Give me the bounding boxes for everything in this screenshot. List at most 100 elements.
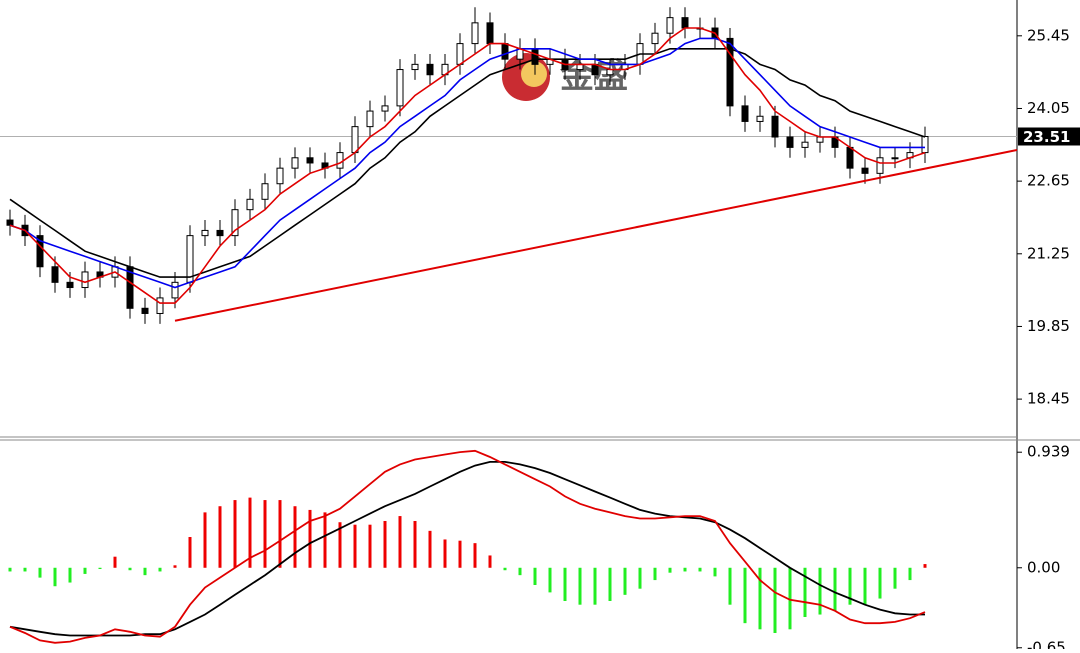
macd-bar <box>428 530 432 568</box>
macd-bar <box>788 567 792 630</box>
macd-bar <box>83 567 87 574</box>
candle-body <box>156 297 164 314</box>
macd-bar <box>713 567 717 577</box>
macd-bar <box>143 567 147 576</box>
watermark-text: 金盛 <box>559 57 628 97</box>
candle-body <box>351 126 359 154</box>
candle-body <box>396 69 404 107</box>
macd-bar <box>818 567 822 615</box>
candle-body <box>336 152 344 169</box>
macd-bar <box>23 567 27 572</box>
y-tick-label: 21.25 <box>1027 244 1070 262</box>
macd-bar <box>308 509 312 568</box>
macd-bar <box>353 524 357 568</box>
y-tick-label: 24.05 <box>1027 99 1070 117</box>
candle-body <box>771 115 779 138</box>
macd-bar <box>38 567 42 578</box>
candle-body <box>801 141 809 148</box>
macd-bar <box>668 567 672 573</box>
macd-bar <box>548 567 552 593</box>
macd-bar <box>743 567 747 624</box>
trendline <box>174 149 1018 322</box>
candle-body <box>486 22 494 45</box>
candle-body <box>681 17 689 29</box>
macd-bar <box>533 567 537 585</box>
indicator-line <box>9 37 925 289</box>
macd-bar <box>98 567 102 569</box>
candle-body <box>471 22 479 45</box>
indicator-line <box>9 449 926 644</box>
candle-body <box>186 235 194 283</box>
candle-body <box>66 281 74 289</box>
macd-bar <box>698 567 702 572</box>
macd-bar <box>368 524 372 568</box>
candle-body <box>726 37 734 107</box>
candle-body <box>51 266 59 283</box>
candle-body <box>606 69 614 76</box>
candle-body <box>201 229 209 237</box>
macd-bar <box>908 567 912 581</box>
candle-body <box>171 281 179 299</box>
candle-body <box>456 43 464 65</box>
y-tick-label: 22.65 <box>1027 172 1070 190</box>
candle-body <box>426 63 434 76</box>
macd-bar <box>563 567 567 601</box>
macd-bar <box>638 567 642 589</box>
macd-bar <box>248 497 252 568</box>
macd-bar <box>203 512 207 568</box>
macd-bar <box>503 567 507 571</box>
candle-body <box>786 136 794 148</box>
macd-bar <box>323 512 327 568</box>
macd-bar <box>773 567 777 633</box>
macd-bar <box>398 516 402 568</box>
candle-body <box>876 157 884 174</box>
candle-body <box>756 115 764 122</box>
y-tick-label: 0.00 <box>1027 558 1060 576</box>
candle-body <box>861 167 869 174</box>
candle-body <box>216 229 224 237</box>
candle-body <box>651 32 659 45</box>
candle-body <box>846 146 854 169</box>
last-price-label: 23.51 <box>1023 128 1070 146</box>
candle-body <box>246 198 254 211</box>
macd-bar <box>8 567 12 572</box>
macd-bar <box>728 567 732 605</box>
y-tick-label: 19.85 <box>1027 317 1070 335</box>
indicator-line <box>9 48 926 278</box>
y-tick-label: 0.939 <box>1027 443 1070 461</box>
macd-bar <box>878 567 882 599</box>
macd-bar <box>923 564 927 568</box>
macd-bar <box>158 567 162 572</box>
candle-body <box>306 157 314 164</box>
y-tick-label: 25.45 <box>1027 26 1070 44</box>
candle-body <box>381 105 389 112</box>
candle-body <box>921 135 929 154</box>
candle-body <box>666 17 674 34</box>
candle-body <box>531 48 539 65</box>
macd-bar <box>488 555 492 568</box>
macd-bar <box>53 567 57 587</box>
macd-bar <box>758 567 762 630</box>
candle-body <box>411 63 419 71</box>
candle-body <box>291 157 299 169</box>
macd-bar <box>578 567 582 605</box>
candle-body <box>36 235 44 268</box>
y-tick-label: 18.45 <box>1027 390 1070 408</box>
candle-body <box>81 271 89 289</box>
macd-bar <box>458 540 462 568</box>
macd-bar <box>173 565 177 568</box>
watermark: 金盛 <box>502 53 628 101</box>
macd-bar <box>623 567 627 595</box>
macd-bar <box>278 500 282 568</box>
macd-bar <box>893 567 897 589</box>
candle-body <box>141 307 149 314</box>
macd-bar <box>383 521 387 568</box>
macd-bar <box>113 556 117 568</box>
indicator-line <box>9 27 926 304</box>
macd-bar <box>473 543 477 568</box>
last-price-box <box>1018 127 1080 146</box>
macd-bar <box>863 567 867 605</box>
macd-bar <box>833 567 837 611</box>
candle-body <box>231 209 239 237</box>
